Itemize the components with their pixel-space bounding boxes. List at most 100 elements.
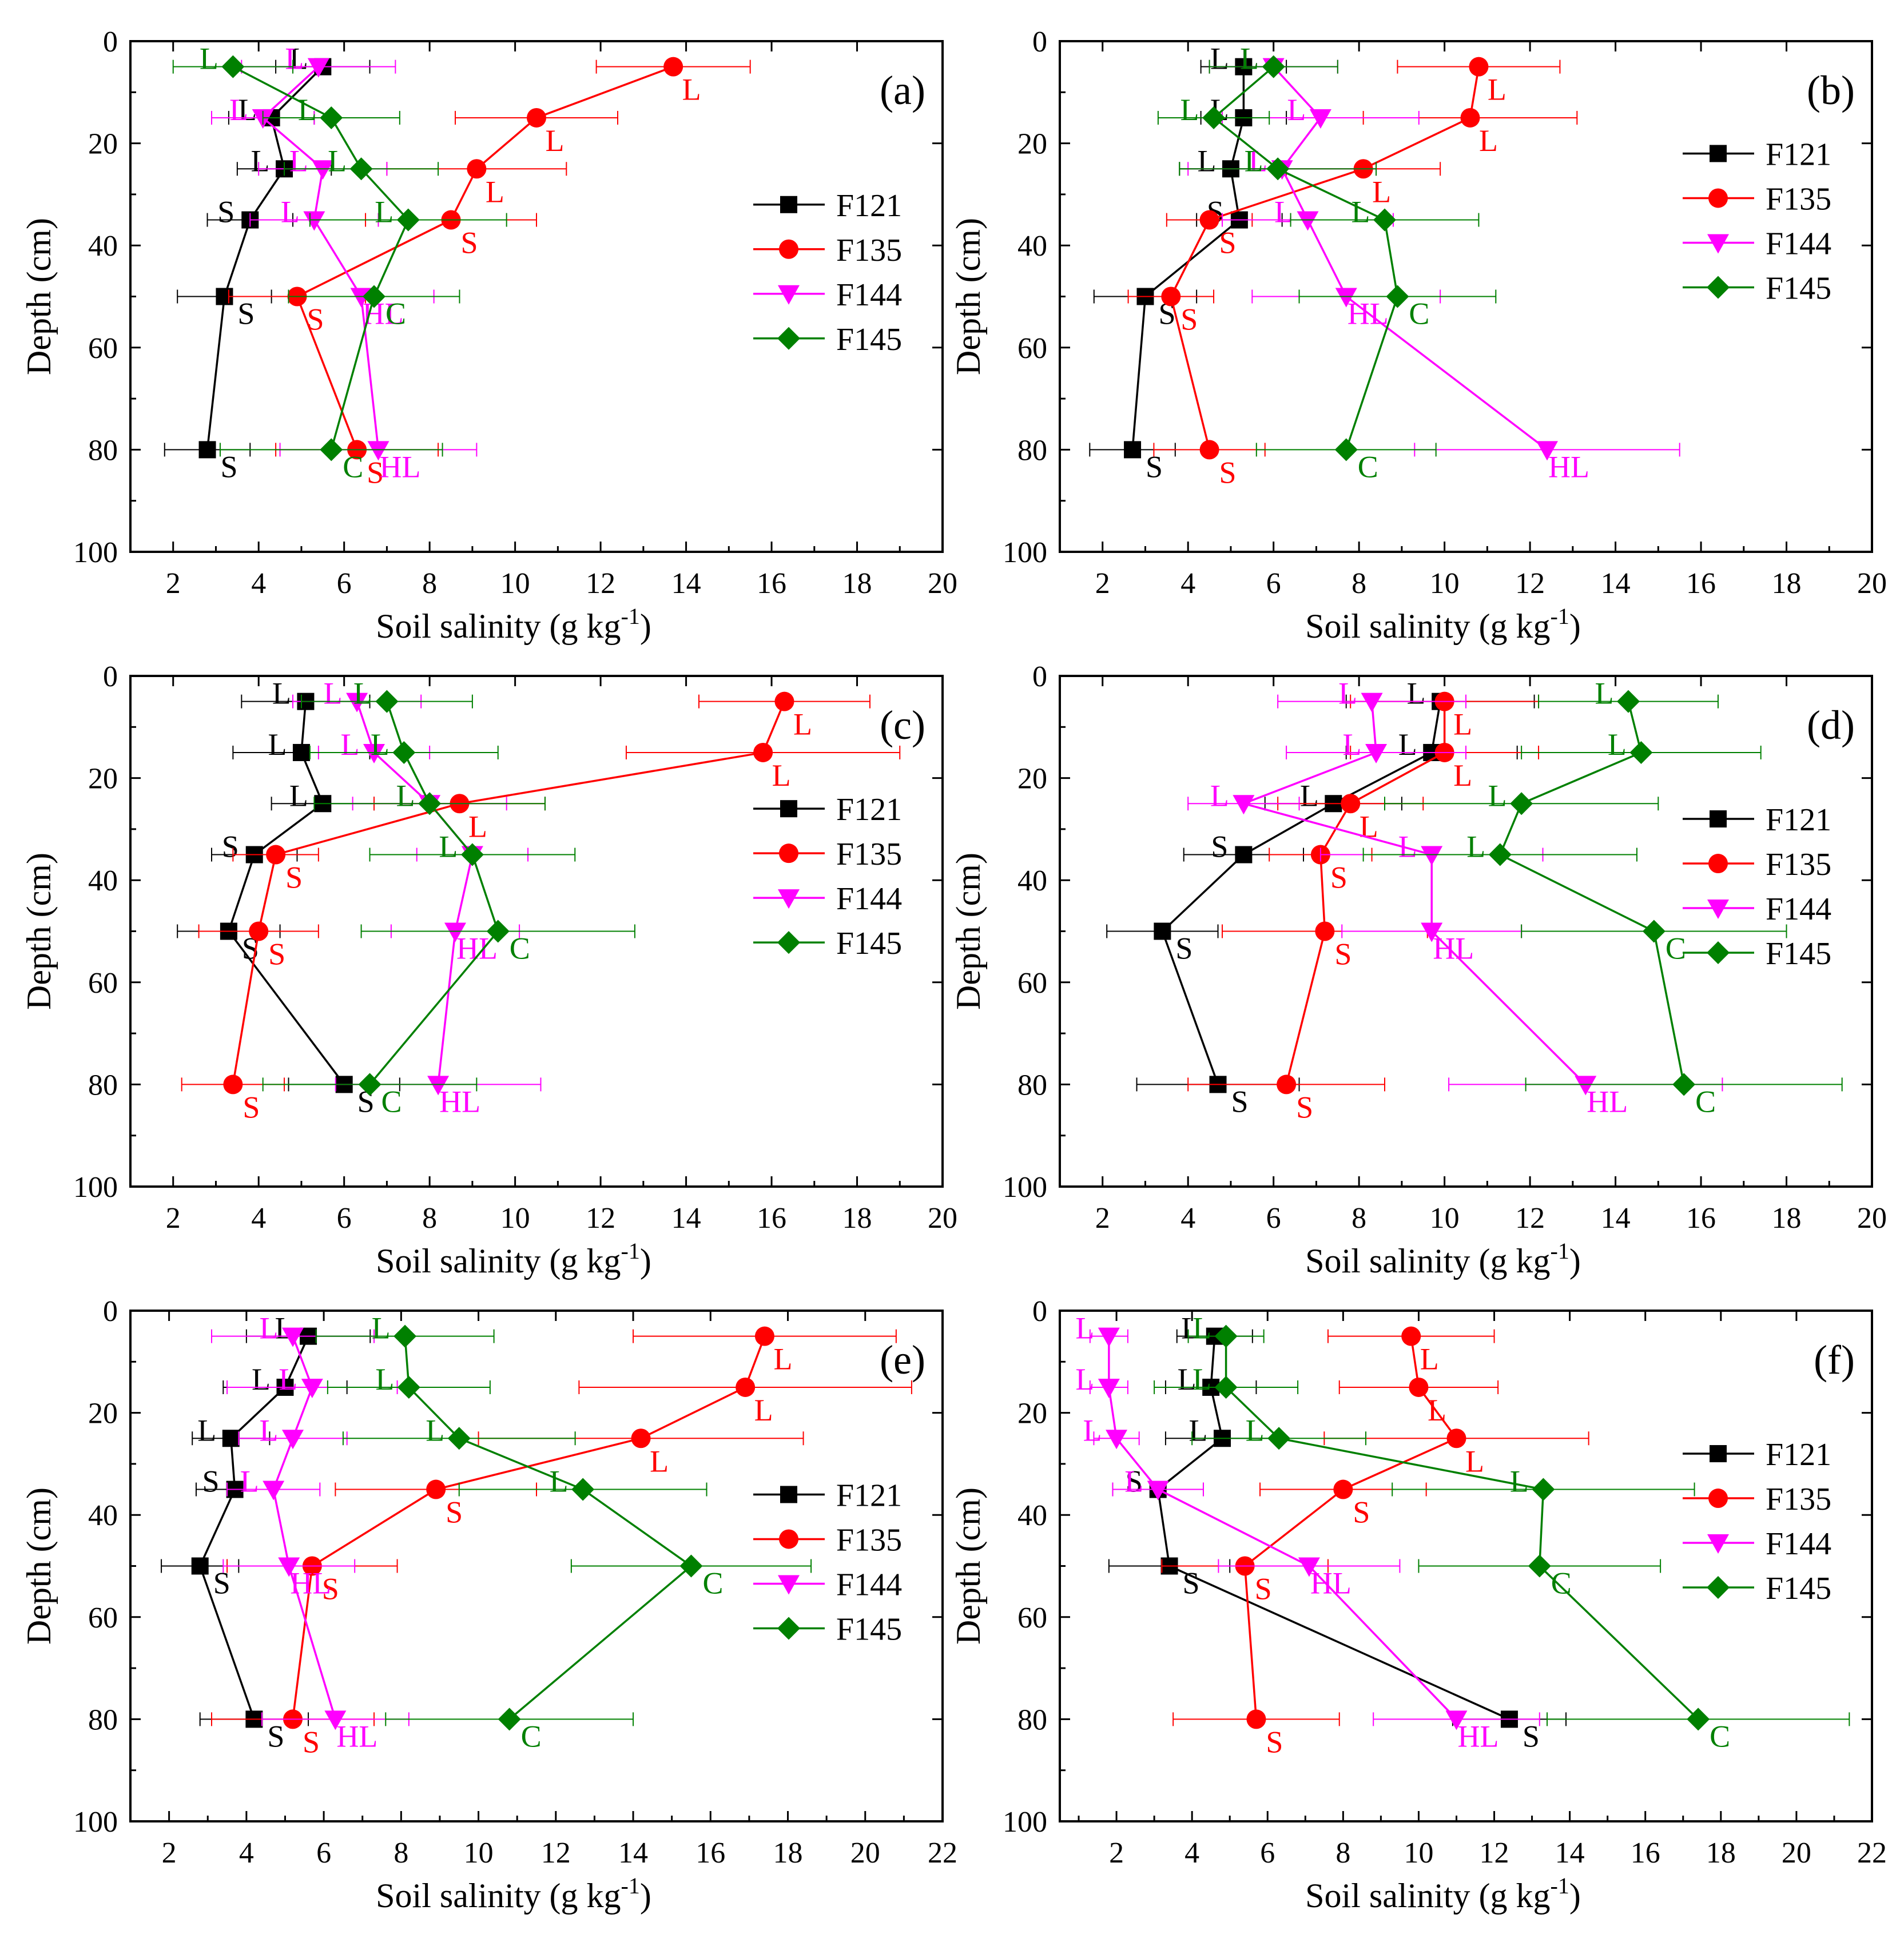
- data-point: [1106, 1430, 1128, 1450]
- point-label: C: [1551, 1566, 1572, 1601]
- legend-label: F121: [836, 792, 902, 827]
- legend-marker: [777, 327, 800, 350]
- data-point: [397, 1375, 420, 1399]
- y-tick-label: 60: [88, 332, 118, 365]
- x-tick-label: 16: [1686, 1202, 1716, 1235]
- y-tick-label: 100: [73, 1806, 118, 1838]
- point-label: L: [1181, 1311, 1200, 1346]
- point-label: L: [396, 778, 415, 813]
- data-point: [1365, 743, 1388, 763]
- legend-marker: [778, 1575, 800, 1595]
- point-label: L: [1420, 1342, 1439, 1376]
- legend-label: F144: [836, 881, 902, 917]
- point-label: S: [213, 1566, 230, 1601]
- data-point: [198, 441, 216, 459]
- point-label: L: [285, 42, 304, 76]
- y-tick-label: 100: [1003, 1806, 1047, 1838]
- point-label: L: [324, 676, 343, 711]
- x-axis-label-main: Soil salinity (g kg: [1305, 1877, 1550, 1915]
- legend: F121 F135 F144 F145: [1683, 137, 1831, 306]
- x-tick-label: 22: [1857, 1837, 1887, 1869]
- point-label: L: [1075, 1311, 1094, 1346]
- point-label: S: [1126, 1465, 1143, 1499]
- point-label: HL: [1587, 1084, 1628, 1119]
- series-line: [1212, 66, 1399, 450]
- y-tick-label: 60: [1017, 332, 1047, 365]
- data-point: [320, 106, 343, 129]
- point-label: L: [289, 144, 308, 178]
- data-point: [1386, 285, 1409, 308]
- point-label: HL: [1457, 1719, 1498, 1753]
- point-label: L: [1180, 93, 1199, 127]
- data-point: [1528, 1554, 1551, 1578]
- y-tick-label: 100: [73, 1171, 118, 1204]
- point-label: L: [1287, 93, 1306, 127]
- point-label: S: [1330, 861, 1347, 895]
- point-label: L: [682, 73, 701, 107]
- x-tick-label: 20: [850, 1837, 880, 1869]
- data-point: [1421, 922, 1443, 942]
- point-label: L: [1178, 1362, 1197, 1396]
- y-tick-label: 20: [88, 763, 118, 795]
- data-point: [1199, 440, 1219, 460]
- point-label: L: [550, 1465, 569, 1499]
- point-label: L: [754, 1393, 773, 1427]
- point-label: L: [1466, 830, 1485, 864]
- x-tick-label: 6: [1266, 1202, 1281, 1235]
- point-label: S: [303, 1725, 320, 1759]
- x-tick-label: 10: [500, 567, 530, 600]
- point-label: S: [217, 195, 234, 229]
- x-tick-label: 22: [928, 1837, 957, 1869]
- data-point: [1409, 1377, 1429, 1397]
- data-point: [1629, 741, 1653, 764]
- y-tick-label: 40: [1017, 1499, 1047, 1532]
- x-axis-label: Soil salinity (g kg-1): [376, 603, 651, 645]
- point-label: L: [1193, 1311, 1211, 1346]
- x-tick-label: 14: [1601, 567, 1631, 600]
- data-point: [1154, 922, 1171, 940]
- series-line: [232, 66, 410, 450]
- point-label: S: [285, 861, 303, 895]
- data-point: [527, 108, 546, 128]
- point-label: L: [1197, 144, 1216, 178]
- x-tick-label: 10: [500, 1202, 530, 1235]
- data-point: [346, 693, 368, 713]
- point-label: HL: [379, 449, 420, 484]
- point-label: L: [281, 195, 300, 229]
- x-axis-label-end: ): [1569, 1877, 1581, 1915]
- x-tick-label: 6: [1260, 1837, 1275, 1869]
- legend-label: F145: [1766, 936, 1831, 972]
- data-point: [427, 1076, 450, 1096]
- point-label: L: [1453, 707, 1472, 742]
- y-tick-label: 80: [88, 1704, 118, 1736]
- data-point: [292, 743, 310, 761]
- panel-e: 2 4 6 8 10 12 14 16 18 20 22 0 20 40 60 80 100 Soil salin…: [20, 1295, 957, 1915]
- y-tick-label: 40: [88, 1499, 118, 1532]
- x-tick-label: 18: [842, 1202, 872, 1235]
- x-tick-label: 14: [1555, 1837, 1585, 1869]
- x-axis-label-end: ): [1569, 1242, 1581, 1280]
- point-label: S: [1353, 1495, 1370, 1530]
- x-tick-label: 16: [757, 1202, 786, 1235]
- data-point: [1298, 1557, 1320, 1577]
- point-label: C: [381, 1084, 402, 1119]
- data-point: [1617, 690, 1640, 713]
- point-label: L: [260, 1311, 279, 1346]
- legend-label: F144: [836, 277, 902, 313]
- data-point: [1214, 1375, 1238, 1399]
- x-tick-label: 16: [695, 1837, 725, 1869]
- x-tick-label: 20: [928, 567, 957, 600]
- series-line: [1225, 1336, 1699, 1720]
- point-label: L: [1075, 1362, 1094, 1396]
- x-tick-label: 2: [162, 1837, 177, 1869]
- data-point: [1335, 288, 1357, 308]
- point-label: L: [1083, 1413, 1102, 1447]
- point-label: L: [650, 1444, 669, 1478]
